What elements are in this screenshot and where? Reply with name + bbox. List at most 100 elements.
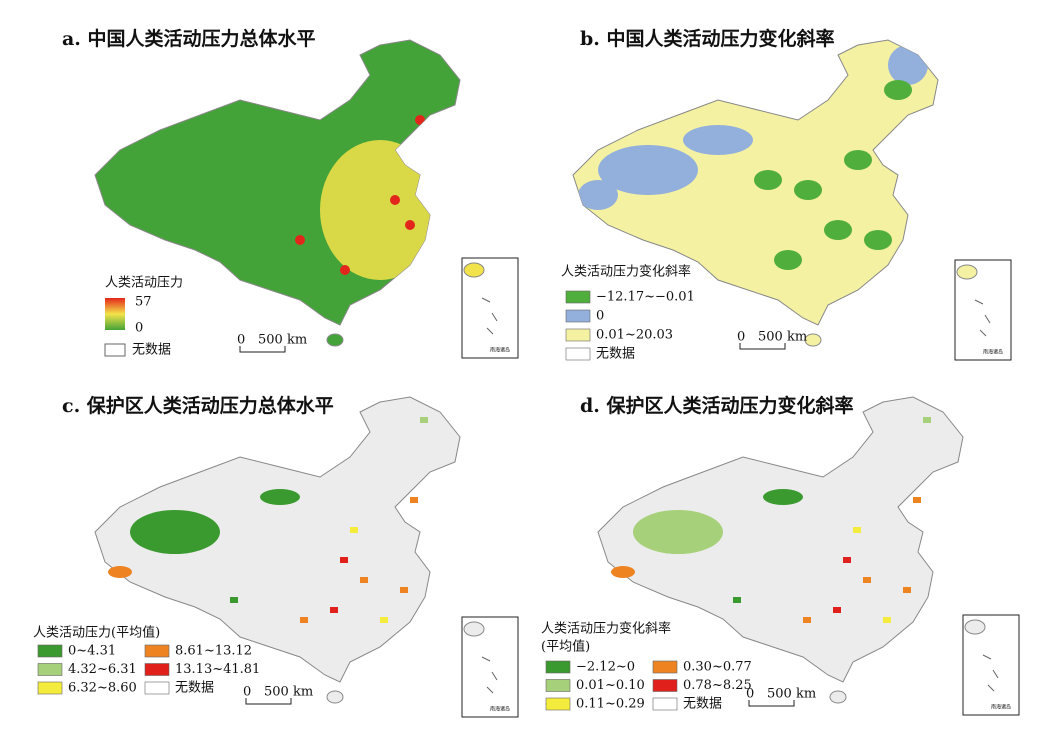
reserve bbox=[903, 587, 911, 593]
scale-zero: 0 bbox=[237, 333, 245, 348]
reserve bbox=[360, 577, 368, 583]
neg-area bbox=[864, 230, 892, 250]
neg-area bbox=[844, 150, 872, 170]
legend-label: 0.11~0.29 bbox=[576, 697, 645, 712]
map bbox=[597, 396, 964, 704]
map bbox=[94, 396, 461, 704]
panel-title: a. 中国人类活动压力总体水平 bbox=[62, 27, 316, 50]
legend-swatch bbox=[565, 347, 591, 361]
legend-label: 6.32~8.60 bbox=[68, 681, 137, 696]
inset-islands bbox=[974, 299, 991, 337]
legend-label: 无数据 bbox=[175, 681, 214, 696]
hainan bbox=[829, 690, 847, 704]
panel-title: c. 保护区人类活动压力总体水平 bbox=[62, 394, 334, 417]
inset-label: 南海诸岛 bbox=[991, 704, 1011, 711]
legend-swatch bbox=[652, 697, 678, 711]
reserve bbox=[230, 597, 238, 603]
legend-title: 人类活动压力变化斜率 bbox=[541, 621, 671, 637]
reserve bbox=[883, 617, 891, 623]
hotspot bbox=[295, 235, 305, 245]
legend-label: 8.61~13.12 bbox=[175, 644, 252, 659]
legend-label: 0.01~0.10 bbox=[576, 678, 645, 693]
legend-swatch bbox=[144, 644, 170, 658]
legend-swatch bbox=[565, 290, 591, 304]
legend-label: 13.13~41.81 bbox=[175, 662, 260, 677]
legend-label: 0 bbox=[596, 309, 604, 324]
legend-title: 人类活动压力 bbox=[105, 276, 183, 291]
inset-islands bbox=[481, 656, 498, 694]
reserve bbox=[400, 587, 408, 593]
reserve bbox=[763, 489, 803, 505]
legend-label: 0.30~0.77 bbox=[683, 660, 752, 675]
legend-swatch bbox=[565, 309, 591, 323]
reserve bbox=[923, 417, 931, 423]
legend-min: 0 bbox=[135, 321, 143, 336]
legend-swatch bbox=[652, 660, 678, 674]
hotspot bbox=[405, 220, 415, 230]
reserve bbox=[803, 617, 811, 623]
pressure bbox=[295, 115, 440, 280]
reserve bbox=[913, 497, 921, 503]
reserve bbox=[611, 566, 635, 578]
inset-label: 南海诸岛 bbox=[983, 349, 1003, 356]
reserve bbox=[130, 510, 220, 554]
legend-swatch bbox=[37, 681, 63, 695]
inset-land bbox=[964, 619, 986, 635]
legend-label: 无数据 bbox=[596, 347, 635, 362]
map bbox=[572, 39, 939, 347]
reserve bbox=[108, 566, 132, 578]
neg-area bbox=[884, 80, 912, 100]
zero-area bbox=[598, 145, 698, 195]
neg-area bbox=[824, 220, 852, 240]
legend-swatch bbox=[144, 663, 170, 676]
panel-title: b. 中国人类活动压力变化斜率 bbox=[580, 27, 835, 50]
legend-swatch bbox=[652, 679, 678, 692]
legend-label: 无数据 bbox=[132, 343, 171, 358]
legend-label: 0~4.31 bbox=[68, 644, 116, 659]
legend-swatch bbox=[144, 681, 170, 695]
reserve bbox=[420, 417, 428, 423]
reserve bbox=[863, 577, 871, 583]
inset-label: 南海诸岛 bbox=[490, 347, 510, 354]
legend-swatch bbox=[37, 663, 63, 676]
reserve bbox=[330, 607, 338, 613]
inset-land bbox=[956, 264, 978, 280]
legend-label: 4.32~6.31 bbox=[68, 662, 137, 677]
neg-area bbox=[754, 170, 782, 190]
reserve bbox=[350, 527, 358, 533]
panel-title: d. 保护区人类活动压力变化斜率 bbox=[580, 394, 854, 417]
legend-label: 无数据 bbox=[683, 697, 722, 712]
reserve bbox=[260, 489, 300, 505]
scale-bar bbox=[739, 343, 786, 350]
legend-label: 0.01~20.03 bbox=[596, 328, 673, 343]
reserve bbox=[853, 527, 861, 533]
hainan bbox=[326, 690, 344, 704]
hainan bbox=[326, 333, 344, 347]
legend-label: −2.12~0 bbox=[576, 660, 635, 675]
zero-area bbox=[578, 180, 618, 210]
zero-area bbox=[683, 125, 753, 155]
map bbox=[94, 39, 461, 347]
legend-swatch bbox=[545, 679, 571, 692]
legend-ramp bbox=[105, 298, 125, 330]
legend-title: 人类活动压力(平均值) bbox=[33, 625, 160, 641]
inset-islands bbox=[481, 297, 498, 335]
legend-swatch bbox=[545, 660, 571, 674]
reserve bbox=[733, 597, 741, 603]
reserve bbox=[410, 497, 418, 503]
hotspot bbox=[390, 195, 400, 205]
scale-distance: 500 km bbox=[258, 333, 307, 348]
legend-label: 0.78~8.25 bbox=[683, 678, 752, 693]
scale-bar bbox=[748, 700, 795, 707]
scale-distance: 500 km bbox=[767, 687, 816, 702]
neg-area bbox=[794, 180, 822, 200]
reserve bbox=[380, 617, 388, 623]
neg-area bbox=[774, 250, 802, 270]
legend-swatch bbox=[37, 644, 63, 658]
inset-land bbox=[463, 621, 485, 637]
